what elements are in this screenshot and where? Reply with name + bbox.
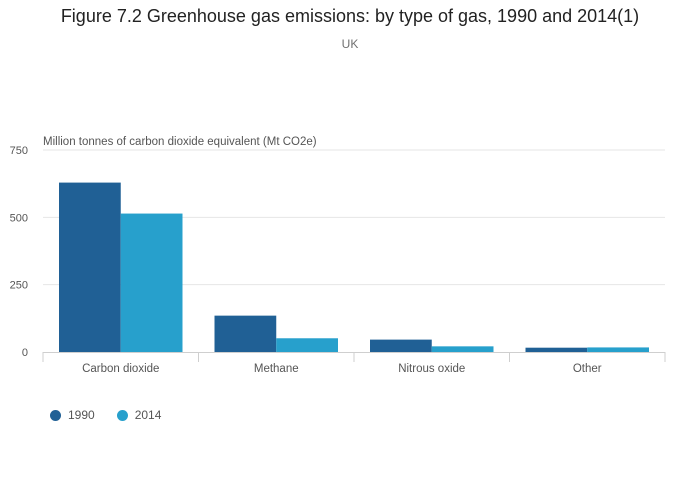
y-tick-label: 500: [10, 212, 28, 224]
bar-1990-carbon-dioxide: [59, 182, 121, 352]
legend-swatch-1990: [50, 409, 61, 421]
bar-2014-methane: [276, 338, 338, 352]
legend-label-2014: 2014: [134, 408, 162, 422]
x-tick-label: Carbon dioxide: [82, 363, 159, 375]
legend-swatch-2014: [116, 409, 128, 421]
chart-title: Figure 7.2 Greenhouse gas emissions: by …: [60, 6, 640, 26]
x-tick-label: Other: [573, 363, 602, 375]
y-tick-label: 250: [10, 280, 28, 292]
y-tick-label: 0: [22, 347, 28, 359]
x-tick-label: Methane: [254, 363, 299, 375]
legend-label-1990: 1990: [68, 408, 95, 422]
bar-1990-nitrous-oxide: [370, 339, 432, 352]
legend: 1990 2014: [50, 408, 161, 422]
y-tick-label: 750: [10, 145, 28, 157]
bar-2014-other: [587, 347, 649, 352]
bar-2014-nitrous-oxide: [431, 346, 494, 352]
legend-item-1990[interactable]: 1990: [50, 408, 95, 422]
chart-subtitle: UK: [341, 37, 359, 51]
bar-1990-other: [525, 347, 588, 352]
y-axis-label: Million tonnes of carbon dioxide equival…: [43, 136, 317, 148]
legend-item-2014[interactable]: 2014: [116, 408, 162, 422]
bar-2014-carbon-dioxide: [120, 213, 183, 352]
x-tick-label: Nitrous oxide: [398, 363, 465, 375]
bar-1990-methane: [214, 315, 277, 352]
